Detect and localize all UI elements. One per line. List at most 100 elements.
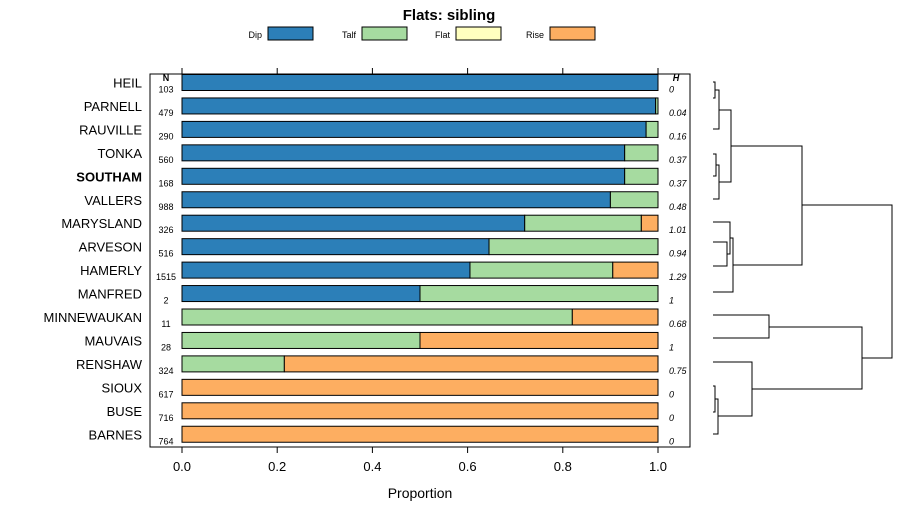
bar-segment-buse-rise — [181, 402, 659, 420]
bar-segment-minnewaukan-rise — [571, 308, 659, 326]
bar-segment-minnewaukan-talf — [181, 308, 573, 326]
bars-group — [181, 74, 659, 443]
bar-segment-marysland-rise — [640, 214, 659, 232]
bar-row-heil — [181, 74, 659, 91]
n-value-hamerly: 1515 — [156, 272, 176, 282]
dendrogram-branch-5 — [713, 241, 728, 267]
bar-segment-marysland-talf — [524, 214, 642, 232]
n-value-heil: 103 — [158, 85, 173, 95]
h-value-tonka: 0.37 — [669, 155, 688, 165]
chart-title: Flats: sibling — [403, 7, 496, 24]
bar-segment-southam-talf — [624, 167, 659, 185]
n-value-parnell: 479 — [158, 108, 173, 118]
x-axis: 0.0 0.2 0.4 0.6 0.8 1.0 — [173, 68, 667, 474]
bar-row-barnes — [181, 425, 659, 443]
bar-segment-mauvais-talf — [181, 331, 421, 349]
n-value-mauvais: 28 — [161, 342, 171, 352]
n-value-sioux: 617 — [158, 389, 173, 399]
row-label-southam: SOUTHAM — [76, 169, 142, 184]
row-label-tonka: TONKA — [97, 146, 142, 161]
h-value-arveson: 0.94 — [669, 249, 687, 259]
legend-label-dip: Dip — [248, 30, 262, 40]
bar-segment-arveson-dip — [181, 238, 490, 256]
legend: Dip Talf Flat Rise — [248, 26, 596, 41]
legend-swatch-dip — [267, 26, 314, 41]
bar-row-marysland — [181, 214, 659, 232]
bar-segment-parnell-dip — [181, 97, 657, 115]
dendrogram-branch-12 — [713, 361, 753, 417]
row-labels: HEIL 103 0 PARNELL 479 0.04 RAUVILLE 290 0.16 TON… — [44, 76, 688, 447]
n-value-southam: 168 — [158, 178, 173, 188]
bar-row-vallers — [181, 191, 659, 209]
h-column-header: H — [673, 73, 680, 83]
bar-segment-renshaw-talf — [181, 355, 285, 373]
h-value-sioux: 0 — [669, 389, 674, 399]
h-value-buse: 0 — [669, 413, 674, 423]
bar-row-sioux — [181, 378, 659, 396]
row-label-buse: BUSE — [107, 404, 143, 419]
legend-label-talf: Talf — [342, 30, 357, 40]
dendrogram-branch-2 — [713, 153, 717, 177]
n-value-arveson: 516 — [158, 249, 173, 259]
bar-segment-manfred-dip — [181, 285, 421, 303]
legend-swatch-talf — [361, 26, 408, 41]
n-value-minnewaukan: 11 — [161, 319, 170, 329]
row-label-marysland: MARYSLAND — [61, 216, 142, 231]
bar-row-minnewaukan — [181, 308, 659, 326]
bar-row-southam — [181, 167, 659, 185]
row-label-sioux: SIOUX — [102, 380, 143, 395]
bar-segment-parnell-talf — [655, 97, 659, 115]
bar-segment-hamerly-talf — [469, 261, 614, 279]
dendrogram — [713, 81, 893, 435]
dendrogram-branch-14 — [802, 204, 893, 359]
h-value-parnell: 0.04 — [669, 108, 687, 118]
bar-row-rauville — [181, 120, 659, 138]
bar-segment-arveson-talf — [488, 238, 659, 256]
n-value-tonka: 560 — [158, 155, 173, 165]
dendrogram-branch-0 — [713, 81, 716, 99]
h-value-manfred: 1 — [669, 296, 674, 306]
h-value-minnewaukan: 0.68 — [669, 319, 687, 329]
row-label-manfred: MANFRED — [78, 287, 142, 302]
bar-row-manfred — [181, 285, 659, 303]
n-value-rauville: 290 — [158, 131, 173, 141]
row-label-mauvais: MAUVAIS — [84, 333, 142, 348]
row-label-renshaw: RENSHAW — [76, 357, 143, 372]
row-label-arveson: ARVESON — [79, 240, 142, 255]
n-value-buse: 716 — [158, 413, 173, 423]
bar-segment-manfred-talf — [419, 285, 659, 303]
n-value-renshaw: 324 — [158, 366, 173, 376]
h-value-heil: 0 — [669, 85, 674, 95]
h-value-vallers: 0.48 — [669, 202, 687, 212]
n-value-marysland: 326 — [158, 225, 173, 235]
bar-segment-mauvais-rise — [419, 331, 659, 349]
bar-segment-sioux-rise — [181, 378, 659, 396]
bar-row-mauvais — [181, 331, 659, 349]
dendrogram-branch-8 — [731, 145, 803, 266]
h-value-mauvais: 1 — [669, 342, 674, 352]
bar-segment-barnes-rise — [181, 425, 659, 443]
h-value-hamerly: 1.29 — [669, 272, 687, 282]
bar-segment-vallers-talf — [609, 191, 659, 209]
x-tick-label-3: 0.6 — [459, 459, 477, 474]
legend-swatch-flat — [455, 26, 502, 41]
bar-row-hamerly — [181, 261, 659, 279]
legend-label-flat: Flat — [435, 30, 451, 40]
bar-segment-vallers-dip — [181, 191, 611, 209]
bar-row-renshaw — [181, 355, 659, 373]
n-value-vallers: 988 — [158, 202, 173, 212]
bar-row-buse — [181, 402, 659, 420]
x-tick-label-1: 0.2 — [268, 459, 286, 474]
x-tick-label-0: 0.0 — [173, 459, 191, 474]
bar-segment-marysland-dip — [181, 214, 526, 232]
h-value-renshaw: 0.75 — [669, 366, 688, 376]
n-value-manfred: 2 — [163, 296, 168, 306]
bar-segment-hamerly-dip — [181, 261, 471, 279]
dendrogram-branch-10 — [713, 385, 716, 413]
row-label-heil: HEIL — [113, 76, 142, 91]
bar-segment-southam-dip — [181, 167, 626, 185]
bar-row-parnell — [181, 97, 659, 115]
bar-segment-hamerly-rise — [612, 261, 659, 279]
bar-segment-tonka-dip — [181, 144, 626, 162]
